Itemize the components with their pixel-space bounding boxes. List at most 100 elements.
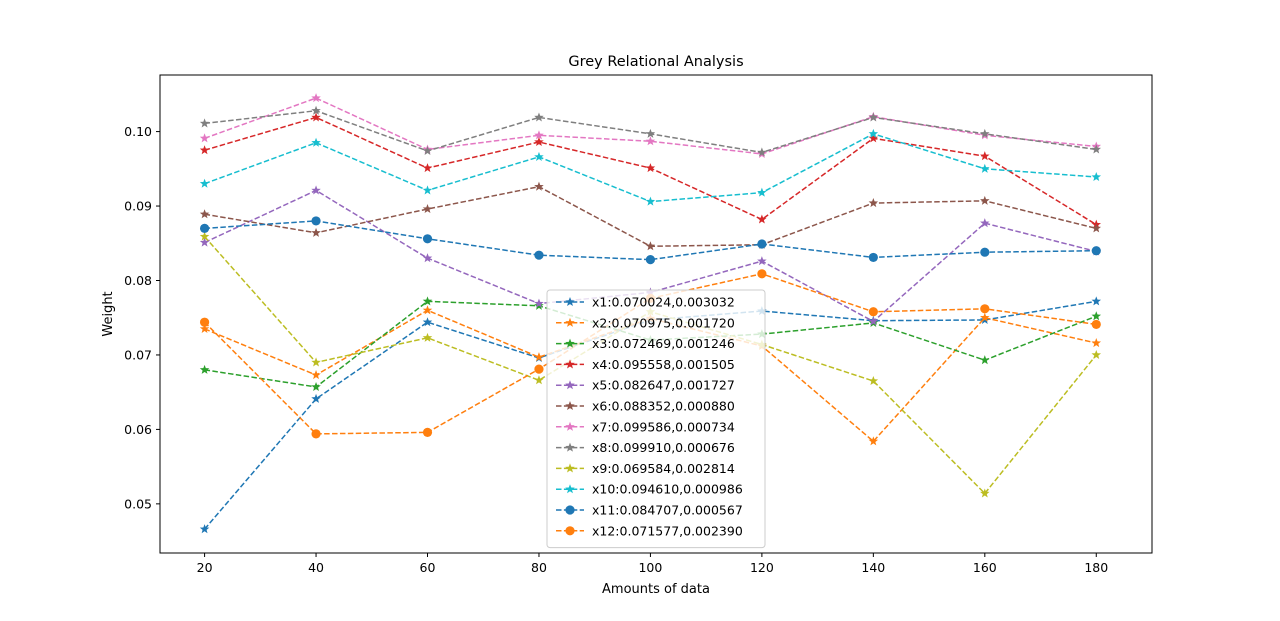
data-point: [1091, 223, 1102, 233]
data-point: [199, 524, 210, 534]
data-point: [534, 298, 544, 308]
plot-area-frame: [159, 74, 1153, 554]
data-point: [199, 223, 210, 233]
y-tick-label: 0.05: [124, 496, 152, 511]
data-point: [868, 376, 879, 386]
data-point: [1091, 144, 1102, 154]
x-axis: 20 40 60 80 100 120 140 160 180: [197, 553, 1108, 575]
data-point: [645, 128, 656, 138]
data-point: [422, 296, 433, 306]
x-tick-label: 100: [638, 560, 662, 575]
legend-marker: [565, 526, 575, 536]
data-point: [311, 185, 321, 195]
y-tick-label: 0.07: [124, 347, 152, 362]
data-point: [757, 269, 767, 279]
legend-label: x9:0.069584,0.002814: [592, 461, 735, 476]
series-8: [199, 105, 1102, 157]
data-point: [199, 323, 210, 333]
x-tick-label: 80: [531, 560, 547, 575]
data-point: [868, 133, 879, 143]
y-tick-label: 0.10: [124, 124, 152, 139]
data-point: [645, 163, 656, 173]
data-point: [534, 375, 544, 385]
data-point: [199, 209, 210, 219]
legend-label: x2:0.070975,0.001720: [592, 315, 735, 330]
legend: x1:0.070024,0.003032 x2:0.070975,0.001720…: [546, 289, 766, 549]
data-point: [645, 241, 656, 251]
data-point: [1091, 172, 1102, 182]
legend-marker: [565, 380, 575, 390]
series-10: [199, 128, 1102, 206]
legend-label: x1:0.070024,0.003032: [592, 295, 735, 310]
data-point: [868, 252, 878, 263]
data-point: [422, 427, 433, 437]
data-point: [311, 93, 321, 103]
data-point: [868, 198, 879, 208]
data-point: [422, 145, 433, 155]
legend-marker: [565, 297, 575, 307]
data-point: [868, 436, 879, 446]
data-point: [534, 151, 544, 161]
data-point: [422, 332, 433, 342]
legend-label: x10:0.094610,0.000986: [592, 482, 743, 497]
legend-item: x12:0.071577,0.002390: [556, 523, 743, 538]
legend-item: x11:0.084707,0.000567: [556, 503, 743, 518]
data-point: [199, 317, 210, 327]
legend-marker: [565, 401, 575, 411]
legend-label: x11:0.084707,0.000567: [592, 503, 743, 518]
data-point: [534, 352, 544, 362]
data-point: [534, 181, 544, 191]
legend-box: [546, 289, 766, 549]
data-point: [1091, 311, 1102, 321]
data-point: [534, 137, 544, 147]
data-point: [980, 151, 990, 161]
legend-marker: [565, 505, 575, 515]
data-point: [980, 128, 990, 138]
data-point: [311, 105, 321, 115]
series-6: [199, 181, 1102, 251]
data-point: [422, 204, 433, 214]
data-point: [757, 256, 767, 266]
legend-item: x8:0.099910,0.000676: [556, 440, 735, 455]
series-11: [199, 216, 1101, 265]
data-point: [1091, 246, 1101, 256]
data-point: [980, 355, 990, 365]
data-point: [311, 137, 321, 147]
data-point: [311, 429, 321, 439]
data-point: [980, 304, 990, 314]
x-tick-label: 40: [308, 560, 324, 575]
data-point: [199, 133, 210, 143]
data-point: [311, 381, 321, 392]
data-point: [645, 136, 656, 146]
series-line: [204, 220, 1097, 261]
data-point: [645, 196, 656, 206]
x-tick-label: 20: [197, 560, 213, 575]
data-point: [199, 364, 210, 374]
data-point: [645, 255, 656, 265]
data-point: [311, 370, 321, 380]
data-point: [1091, 296, 1102, 306]
x-tick-label: 160: [973, 560, 997, 575]
y-axis: 0.05 0.06 0.07 0.08 0.09 0.10: [124, 124, 160, 511]
legend-marker: [565, 359, 575, 369]
series-line: [204, 97, 1097, 155]
data-point: [199, 231, 210, 241]
data-point: [534, 112, 544, 122]
data-point: [757, 187, 767, 197]
data-point: [1091, 349, 1102, 359]
data-point: [868, 316, 879, 326]
x-tick-label: 180: [1084, 560, 1108, 575]
data-point: [199, 118, 210, 128]
legend-marker: [565, 421, 575, 431]
data-point: [757, 214, 767, 224]
data-point: [422, 317, 433, 327]
data-point: [534, 130, 544, 140]
data-point: [311, 112, 321, 122]
data-point: [868, 128, 879, 138]
data-point: [980, 195, 990, 205]
data-point: [1091, 338, 1102, 348]
series-line: [204, 185, 1097, 248]
legend-item: x10:0.094610,0.000986: [556, 482, 743, 497]
legend-item: x3:0.072469,0.001246: [556, 336, 735, 351]
